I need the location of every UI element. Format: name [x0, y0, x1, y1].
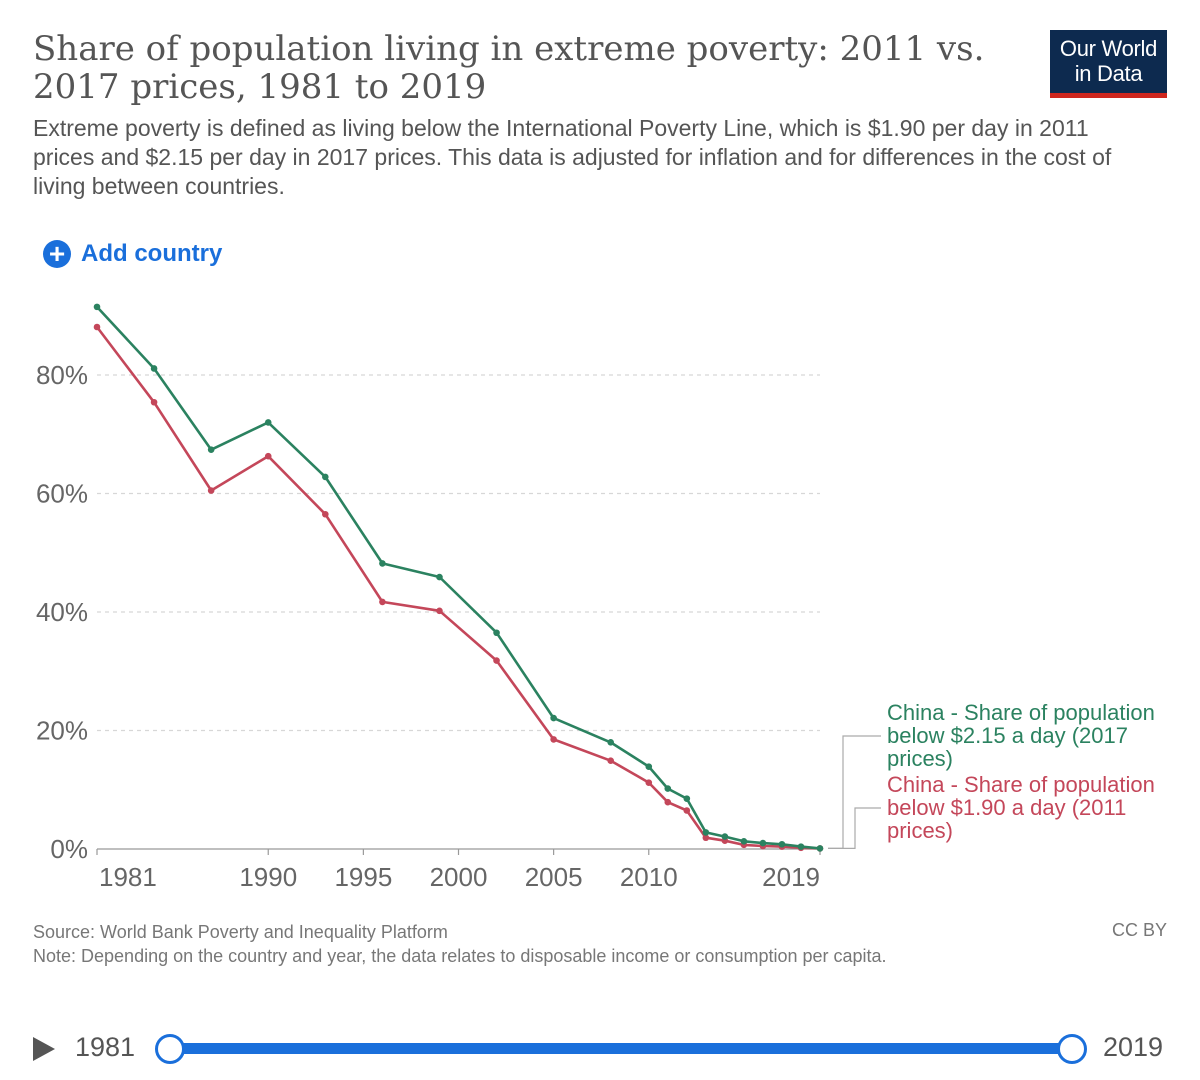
data-point: [93, 323, 101, 331]
y-tick-label: 20%: [36, 716, 88, 746]
data-point: [264, 419, 272, 426]
data-point: [816, 845, 824, 852]
data-point: [721, 833, 729, 840]
series-line: [96, 306, 821, 850]
timeline-start-label: 1981: [75, 1032, 136, 1062]
y-tick-label: 40%: [36, 597, 88, 627]
data-point: [379, 560, 386, 567]
data-point: [645, 763, 653, 770]
data-point: [264, 452, 272, 460]
legend-label: below $2.15 a day (2017: [887, 723, 1128, 748]
add-country-label: Add country: [81, 240, 223, 267]
data-point: [797, 843, 805, 850]
data-point: [683, 795, 691, 802]
data-point: [778, 840, 786, 848]
data-point: [702, 829, 710, 836]
data-point: [436, 573, 443, 581]
data-point: [664, 798, 672, 806]
y-tick-label: 80%: [36, 360, 88, 390]
legend-label: prices): [887, 746, 953, 771]
data-point: [207, 487, 215, 494]
series-line: [95, 326, 821, 850]
data-point: [664, 785, 672, 792]
y-tick-label: 60%: [36, 479, 88, 509]
logo-line-1: Our World: [1059, 36, 1158, 61]
data-point: [759, 839, 767, 847]
x-tick-label: 1981: [99, 862, 157, 892]
data-point: [436, 607, 443, 615]
data-point: [322, 473, 329, 481]
add-country-button[interactable]: + Add country: [43, 238, 222, 270]
data-point: [379, 598, 386, 606]
data-point: [740, 837, 748, 845]
x-tick-label: 2000: [430, 862, 488, 892]
data-point: [493, 629, 500, 637]
logo-line-2: in Data: [1074, 61, 1143, 86]
legend-connector: [828, 807, 881, 850]
data-point: [607, 739, 615, 746]
y-tick-label: 0%: [50, 834, 88, 864]
line-chart: 0% 20% 40% 60% 80% 1981 1990 1995 2000 2005 2010 20…: [36, 303, 1155, 892]
x-tick-label: 1995: [334, 862, 392, 892]
legend-label: China - Share of population: [887, 772, 1155, 797]
x-tick-label: 2005: [525, 862, 583, 892]
timeline-end-handle[interactable]: [1057, 1034, 1087, 1064]
chart-subtitle: Extreme poverty is defined as living bel…: [33, 115, 1112, 199]
x-tick-label: 2010: [620, 862, 678, 892]
source-text: Source: World Bank Poverty and Inequalit…: [33, 922, 448, 942]
data-point: [607, 757, 615, 765]
note-text: Note: Depending on the country and year,…: [33, 946, 887, 966]
legend-label: below $1.90 a day (2011: [887, 795, 1126, 820]
license-link[interactable]: CC BY: [1111, 920, 1167, 940]
chart-title: Share of population living in extreme po…: [33, 29, 985, 107]
timeline-end-label: 2019: [1103, 1032, 1164, 1062]
data-point: [150, 398, 158, 406]
data-point: [207, 446, 215, 453]
data-point: [93, 303, 101, 311]
chart-footer: Source: World Bank Poverty and Inequalit…: [33, 920, 1173, 968]
plus-circle-icon: +: [43, 240, 71, 268]
x-tick-label: 2019: [762, 862, 820, 892]
data-point: [550, 736, 557, 743]
legend-label: China - Share of population: [887, 700, 1155, 725]
timeline-track[interactable]: [168, 1043, 1068, 1054]
data-point: [550, 714, 557, 722]
data-point: [493, 657, 500, 664]
owid-logo[interactable]: Our World in Data: [1050, 30, 1167, 98]
data-point: [322, 510, 329, 518]
data-point: [645, 779, 653, 786]
timeline-start-handle[interactable]: [155, 1034, 185, 1064]
data-point: [150, 365, 158, 372]
data-point: [702, 834, 710, 842]
timeline-slider[interactable]: 1981 2019: [33, 1028, 1168, 1070]
data-point: [683, 807, 691, 814]
legend-label: prices): [887, 818, 953, 843]
x-tick-label: 1990: [239, 862, 297, 892]
play-icon[interactable]: [33, 1037, 55, 1061]
